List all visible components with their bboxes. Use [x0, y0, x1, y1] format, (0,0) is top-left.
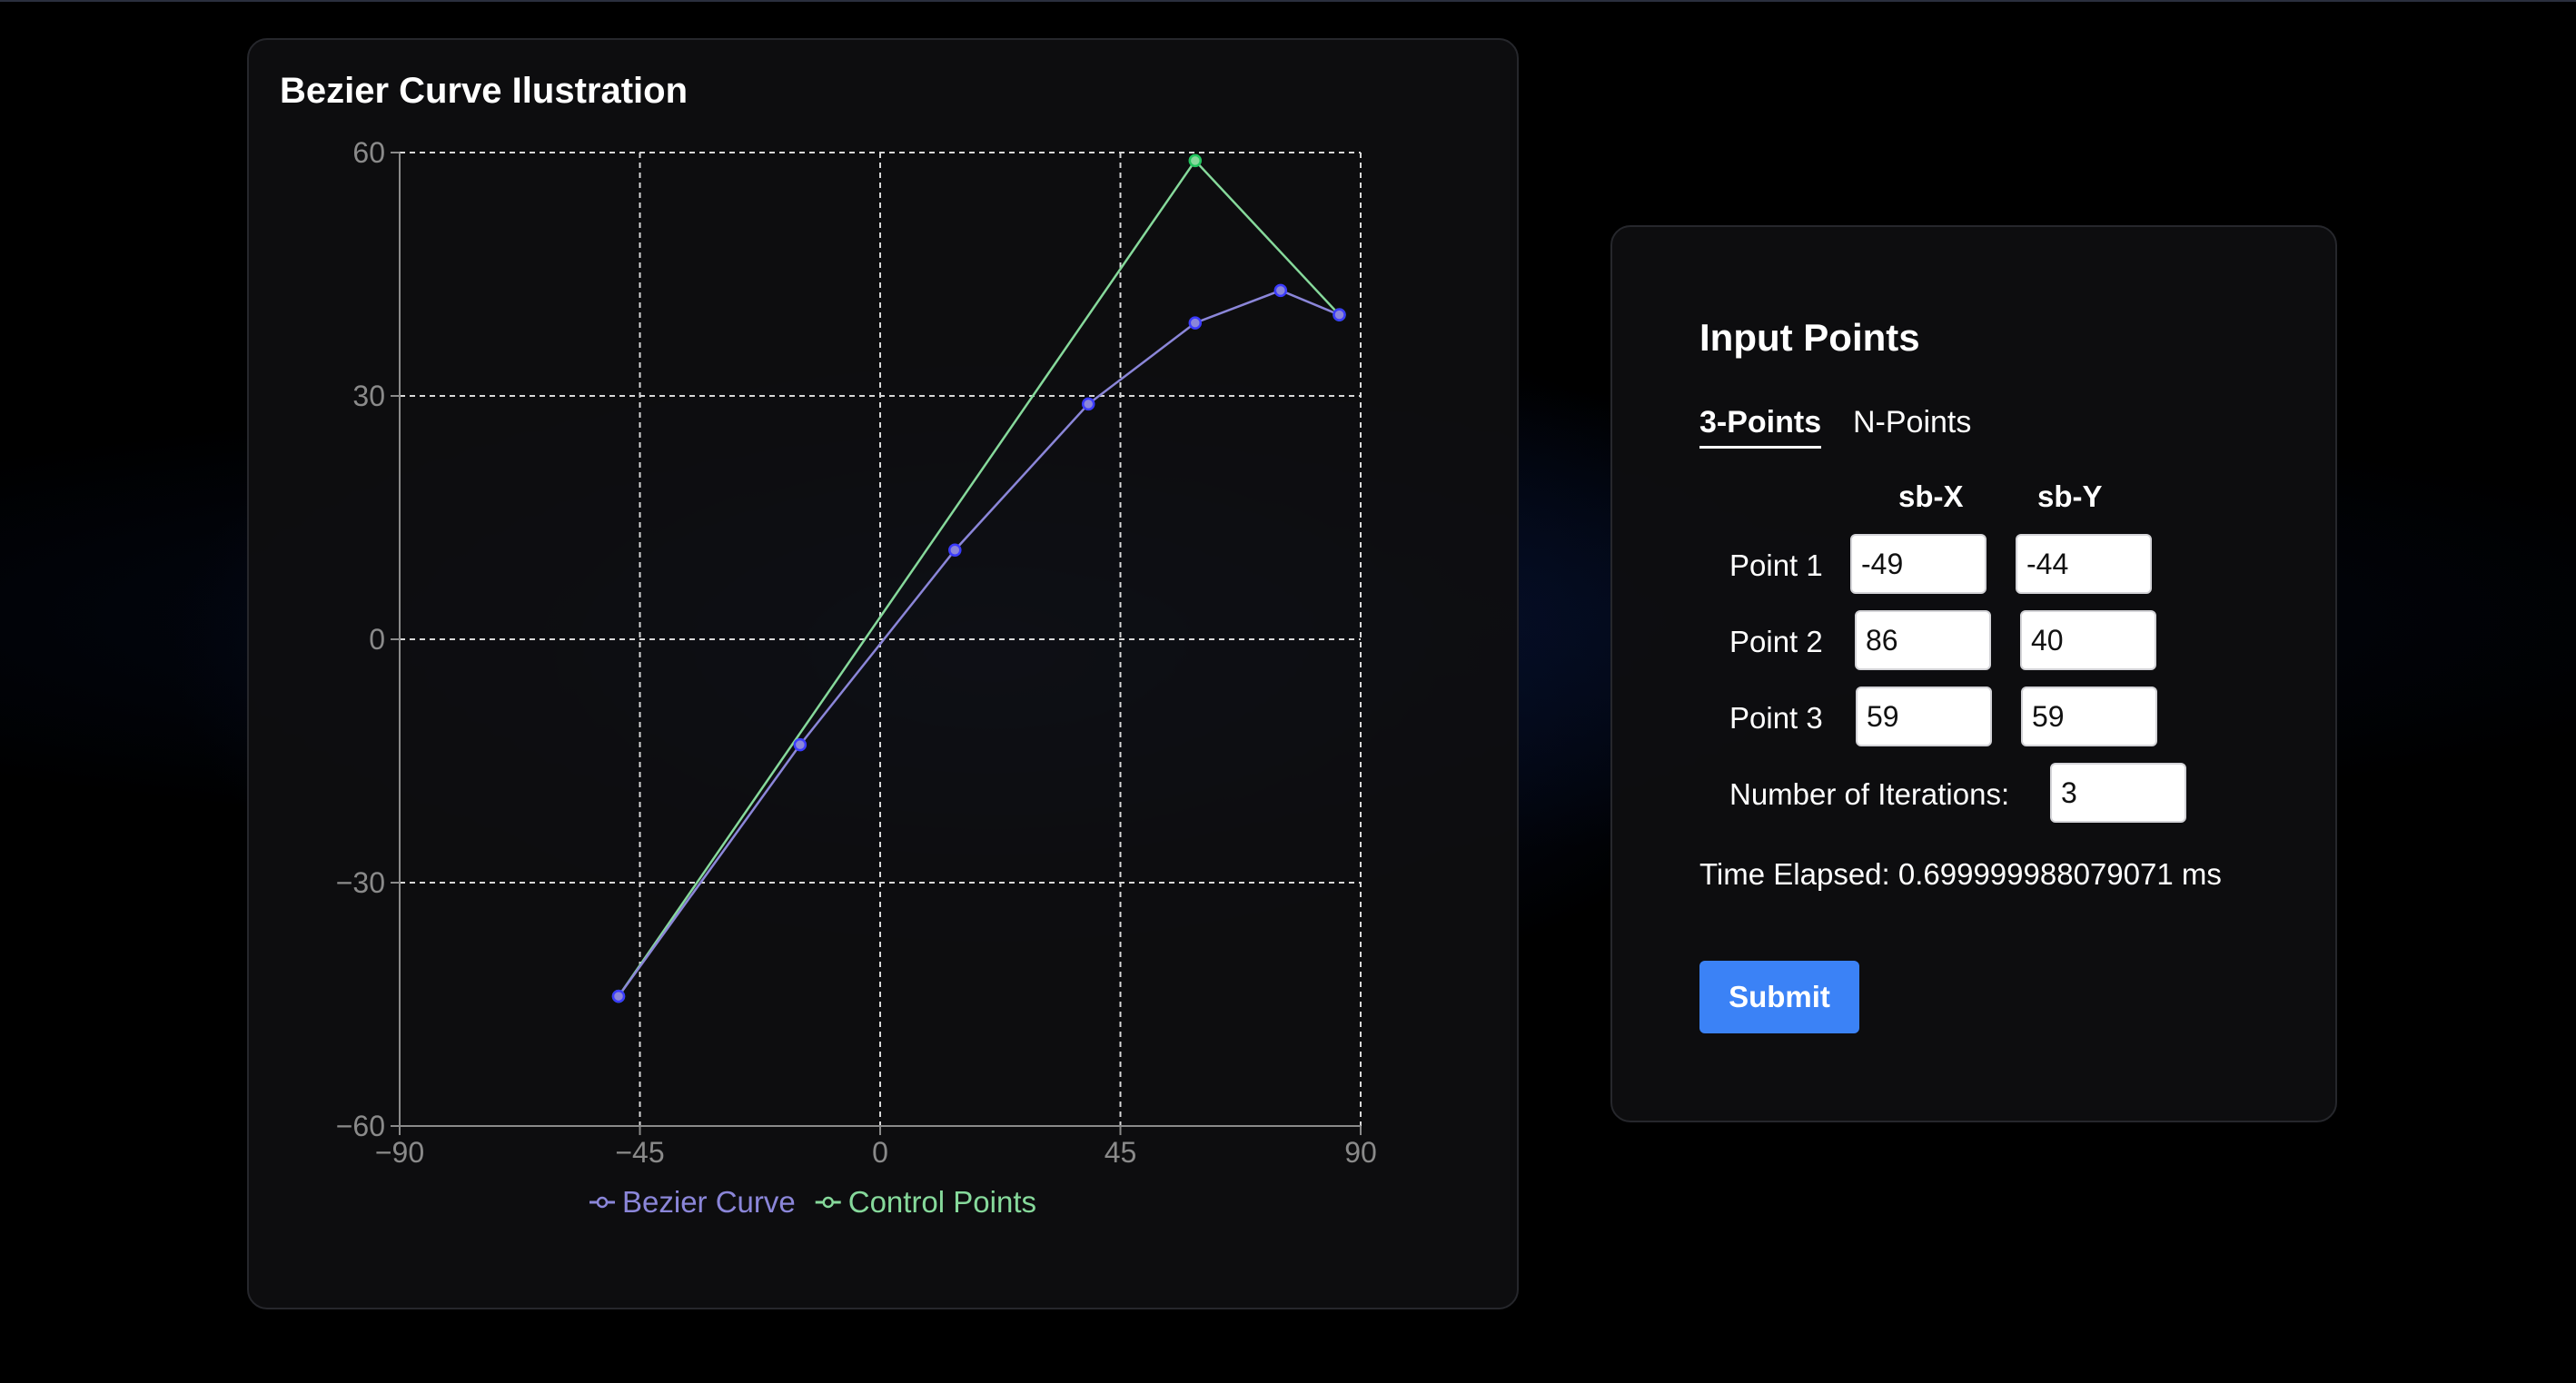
- input-points-card: Input Points 3-Points N-Points sb-X sb-Y…: [1610, 225, 2337, 1122]
- bezier-curve-point: [1188, 316, 1203, 330]
- tab-n-points[interactable]: N-Points: [1853, 405, 1972, 440]
- top-border-line: [0, 0, 2576, 2]
- bezier-curve-point: [611, 989, 626, 1003]
- x-tick-label: −45: [615, 1136, 664, 1169]
- point-1-x-input[interactable]: [1850, 534, 1986, 594]
- point-3-y-input[interactable]: [2021, 687, 2157, 746]
- legend-bezier-curve: Bezier Curve: [622, 1185, 796, 1219]
- y-tick-label: 0: [369, 623, 385, 656]
- bezier-curve-point: [948, 543, 962, 557]
- x-tick-label: 45: [1105, 1136, 1137, 1169]
- point-3-x-input[interactable]: [1856, 687, 1992, 746]
- time-elapsed-label: Time Elapsed:: [1699, 857, 1890, 891]
- y-tick-label: 60: [352, 136, 385, 169]
- bezier-curve-point: [1333, 308, 1346, 321]
- point-2-label: Point 2: [1729, 625, 1823, 658]
- legend-swatch-marker: [822, 1196, 834, 1209]
- input-points-title: Input Points: [1699, 316, 1920, 359]
- submit-button[interactable]: Submit: [1699, 961, 1859, 1033]
- control-points-point: [1188, 153, 1203, 168]
- y-tick-label: −30: [336, 866, 385, 899]
- bezier-curve-point: [1273, 283, 1288, 298]
- bezier-chart: −90 −45 0 45 90 −60 −30 0 30 60 Bezier Curve Contro…: [336, 136, 1377, 1219]
- x-tick-label: 0: [872, 1136, 888, 1169]
- chart-card: Bezier Curve Ilustration −90 −45 0 45 90 −60−…: [247, 38, 1519, 1309]
- point-1-label: Point 1: [1729, 548, 1823, 582]
- chart-title: Bezier Curve Ilustration: [280, 71, 689, 111]
- tab-3-points[interactable]: 3-Points: [1699, 405, 1822, 449]
- y-tick-label: −60: [336, 1110, 385, 1142]
- iterations-input[interactable]: [2050, 763, 2186, 823]
- point-2-x-input[interactable]: [1855, 610, 1991, 670]
- point-1-y-input[interactable]: [2016, 534, 2152, 594]
- time-elapsed-value: 0.699999988079071: [1897, 857, 2174, 891]
- time-elapsed: Time Elapsed: 0.699999988079071 ms: [1699, 857, 2222, 892]
- legend-swatch-marker: [596, 1196, 609, 1209]
- column-header-y: sb-Y: [2037, 479, 2103, 513]
- point-3-label: Point 3: [1729, 701, 1823, 735]
- iterations-label: Number of Iterations:: [1729, 777, 2010, 811]
- control-points-line: [617, 158, 1341, 997]
- bezier-curve-point: [793, 737, 807, 752]
- point-2-y-input[interactable]: [2020, 610, 2156, 670]
- y-tick-label: 30: [352, 380, 385, 412]
- column-header-x: sb-X: [1898, 479, 1964, 513]
- x-tick-label: −90: [375, 1136, 424, 1169]
- time-elapsed-unit: ms: [2181, 857, 2222, 891]
- legend-control-points: Control Points: [848, 1185, 1036, 1219]
- bezier-curve-point: [1081, 397, 1095, 411]
- x-tick-label: 90: [1344, 1136, 1377, 1169]
